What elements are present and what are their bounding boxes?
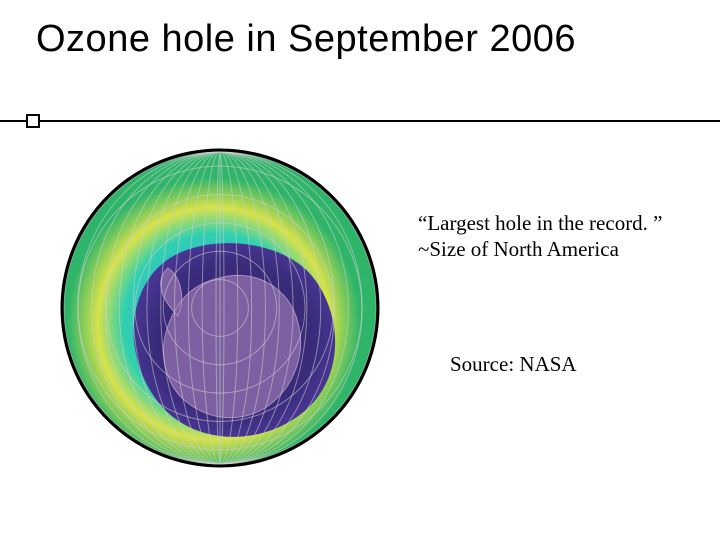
page-title: Ozone hole in September 2006 [36, 18, 684, 62]
title-bullet [26, 114, 40, 128]
slide: Ozone hole in September 2006 “Largest ho… [0, 0, 720, 540]
caption-line-2: ~Size of North America [418, 236, 698, 262]
ozone-globe-svg [60, 148, 380, 468]
caption-line-1: “Largest hole in the record. ” [418, 210, 698, 236]
ozone-globe-figure [60, 148, 380, 468]
caption: “Largest hole in the record. ” ~Size of … [418, 210, 698, 263]
title-rule [0, 120, 720, 122]
source-credit: Source: NASA [450, 352, 690, 377]
